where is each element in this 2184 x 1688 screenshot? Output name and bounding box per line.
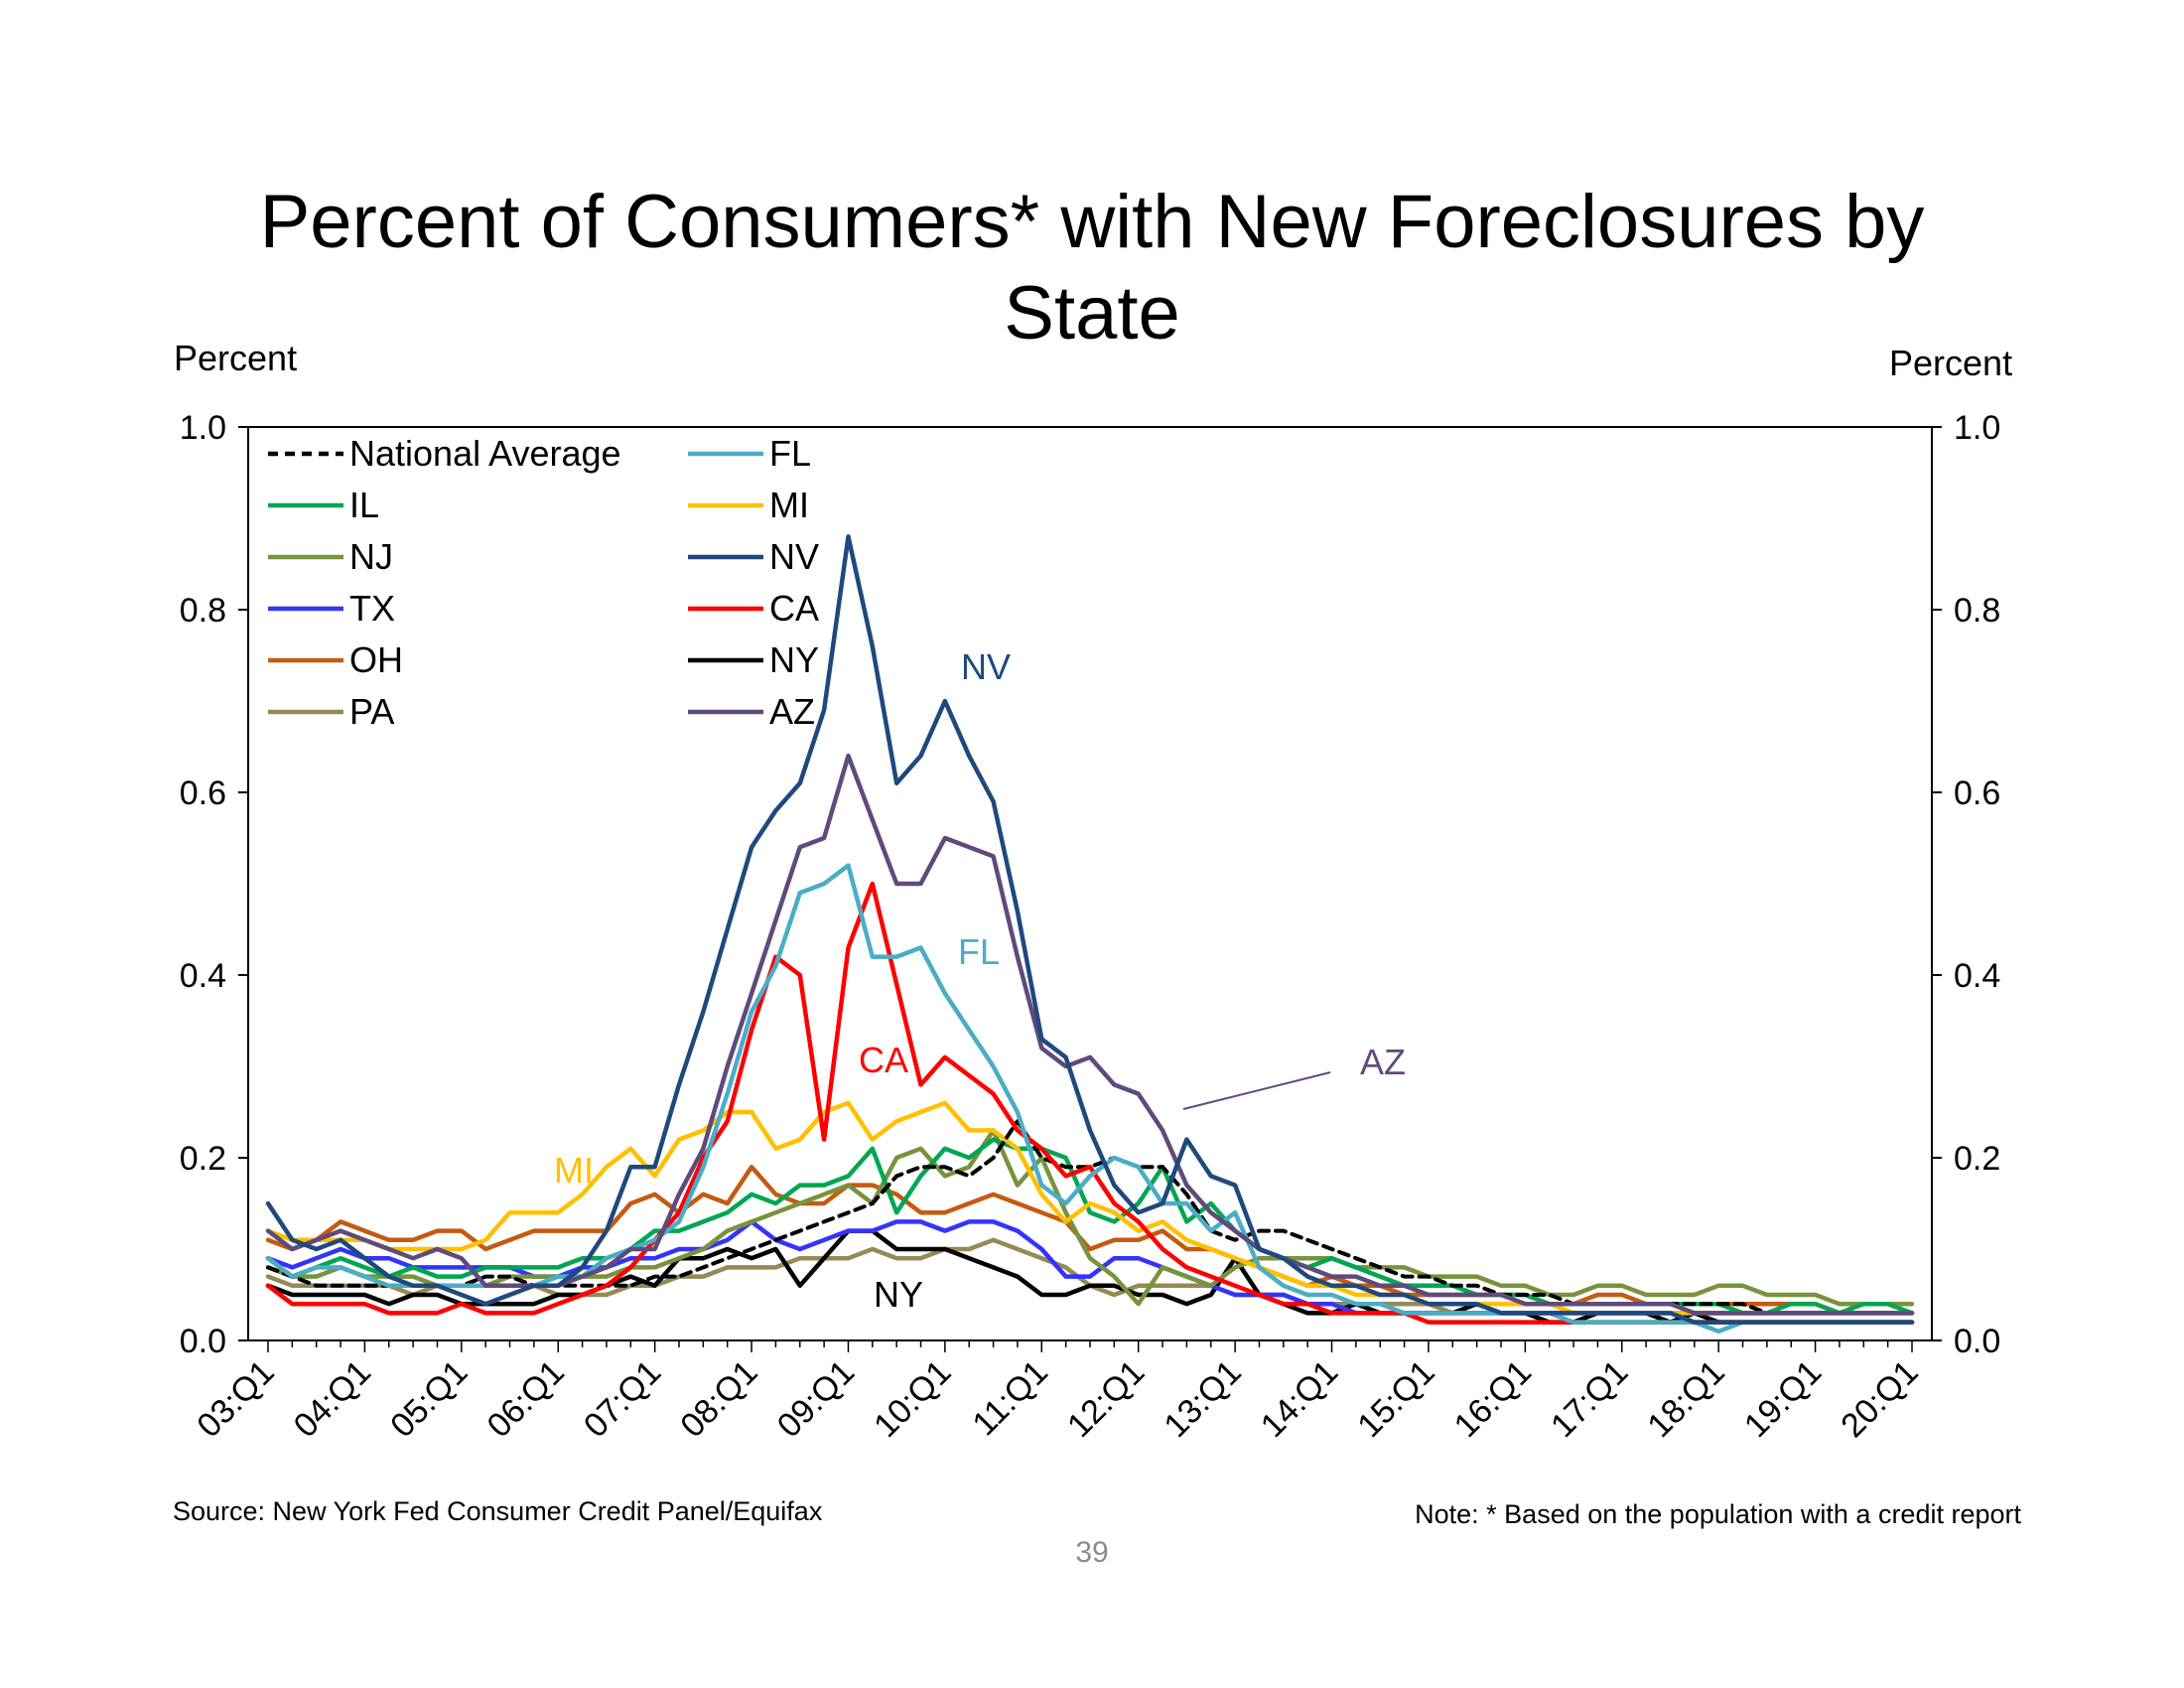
y-tick-label-left: 0.4 [180,957,226,995]
series-line-az [265,753,1915,1316]
footnote: Note: * Based on the population with a c… [1415,1499,2021,1529]
x-tick-label: 04:Q1 [287,1353,378,1445]
chart-title-line-1: Percent of Consumers* with New Foreclosu… [259,180,1925,264]
y-tick-label-left: 0.6 [180,774,226,812]
annotation-ca: CA [859,1040,908,1080]
x-tick-label: 09:Q1 [770,1353,862,1445]
chart-title: Percent of Consumers* with New Foreclosu… [0,177,2184,359]
x-tick-label: 03:Q1 [190,1353,281,1445]
legend-label-mi: MI [769,485,809,525]
y-tick-label-right: 0.8 [1954,592,2000,630]
legend-label-tx: TX [349,588,395,629]
y-tick-label-right: 1.0 [1954,409,2000,447]
x-tick-label: 11:Q1 [965,1353,1055,1444]
annotation-nv: NV [961,646,1011,687]
y-tick-label-left: 0.8 [180,592,226,630]
legend-label-nv: NV [769,536,819,577]
x-tick-label: 08:Q1 [673,1353,764,1445]
legend-label-nj: NJ [349,536,393,577]
y-tick-label-left: 0.2 [180,1140,226,1178]
y-tick-label-right: 0.2 [1954,1140,2000,1178]
series-line-nv [265,534,1915,1325]
y-tick-label-right: 0.0 [1954,1323,2000,1360]
y-tick-label-right: 0.4 [1954,957,2000,995]
series-line-fl [265,863,1915,1335]
legend-label-il: IL [349,485,379,525]
x-tick-label: 15:Q1 [1350,1353,1441,1445]
series-line-nj [265,1128,1915,1307]
legend-label-oh: OH [349,639,403,680]
y-axis-label-right: Percent [1889,343,2013,383]
x-tick-label: 05:Q1 [383,1353,475,1445]
legend-label-ny: NY [769,639,819,680]
page-number: 39 [1075,1536,1109,1569]
series-line-oh [265,1164,1915,1316]
x-tick-label: 07:Q1 [577,1353,668,1445]
annotation-az-leader [1182,1071,1331,1110]
y-tick-label-left: 1.0 [180,409,226,447]
x-tick-label: 17:Q1 [1544,1353,1635,1445]
annotation-fl: FL [958,931,1000,972]
legend-label-fl: FL [769,433,811,474]
x-tick-label: 06:Q1 [480,1353,572,1445]
x-tick-label: 10:Q1 [867,1353,958,1445]
annotation-mi: MI [554,1150,594,1191]
chart-title-line-2: State [1004,271,1180,355]
x-tick-label: 20:Q1 [1834,1353,1925,1445]
x-tick-label: 18:Q1 [1640,1353,1731,1445]
x-tick-label: 13:Q1 [1157,1353,1248,1445]
legend-label-pa: PA [349,691,394,732]
x-tick-label: 14:Q1 [1254,1353,1345,1445]
x-tick-label: 12:Q1 [1060,1353,1152,1445]
y-axis-label-left: Percent [174,338,298,378]
annotation-az: AZ [1360,1042,1406,1082]
annotation-ny: NY [874,1274,923,1315]
source-note: Source: New York Fed Consumer Credit Pan… [173,1496,823,1526]
y-tick-label-left: 0.0 [180,1323,226,1360]
legend-label-ca: CA [769,588,819,629]
y-tick-label-right: 0.6 [1954,774,2000,812]
legend-label-national-average: National Average [349,433,621,474]
x-tick-label: 19:Q1 [1737,1353,1829,1445]
x-tick-label: 16:Q1 [1447,1353,1539,1445]
legend-label-az: AZ [769,691,815,732]
